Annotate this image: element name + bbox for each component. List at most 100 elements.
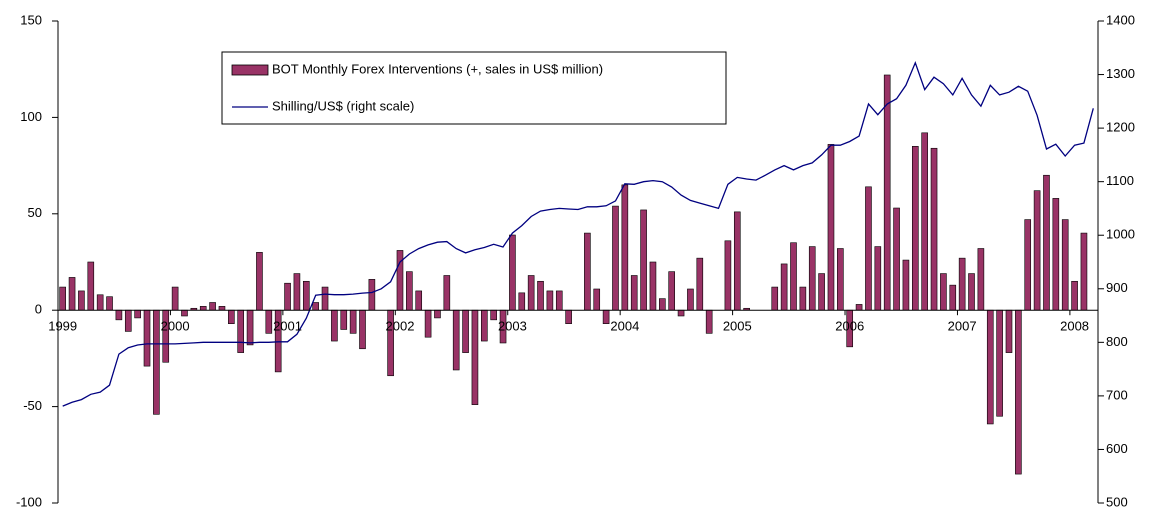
bar — [902, 259, 910, 311]
bar — [134, 309, 141, 319]
bar — [687, 288, 694, 311]
bar — [893, 207, 900, 311]
bar — [696, 257, 704, 311]
y2-tick-label: 900 — [1106, 280, 1128, 295]
bar — [677, 309, 685, 317]
bar — [780, 263, 788, 311]
x-tick-label: 2001 — [273, 319, 302, 334]
bar — [649, 261, 657, 311]
legend-swatch — [231, 64, 269, 76]
bar — [640, 209, 647, 311]
y2-tick-label: 1300 — [1106, 66, 1135, 81]
x-tick-label: 2007 — [948, 319, 977, 334]
y-tick-label: 50 — [28, 205, 42, 220]
bar — [199, 306, 207, 311]
bar — [68, 277, 76, 311]
bar — [1015, 309, 1022, 475]
bar — [771, 286, 779, 311]
bar — [302, 280, 310, 311]
bar — [96, 294, 104, 311]
bar — [115, 309, 123, 321]
bar — [977, 248, 985, 311]
bar — [471, 309, 479, 405]
bar — [621, 184, 629, 311]
bar — [321, 286, 329, 311]
bar — [218, 306, 226, 311]
bar — [968, 273, 975, 311]
bar — [659, 298, 666, 311]
line — [62, 60, 1094, 407]
bar — [602, 309, 610, 324]
bar — [1005, 309, 1013, 353]
bar — [443, 275, 451, 311]
bar — [1052, 198, 1060, 311]
y2-tick-label: 500 — [1106, 494, 1128, 508]
bar — [1043, 174, 1050, 311]
bar — [584, 232, 591, 311]
bar — [921, 132, 928, 311]
x-tick-label: 2000 — [161, 319, 190, 334]
bar — [424, 309, 432, 338]
bar — [949, 284, 957, 311]
bar — [855, 304, 863, 311]
bar — [1080, 232, 1088, 311]
y-tick-label: 150 — [20, 12, 42, 27]
bar — [555, 290, 563, 311]
bar — [171, 286, 179, 311]
bar — [359, 309, 366, 350]
bar — [612, 205, 619, 311]
bar — [958, 257, 966, 311]
bar — [1061, 219, 1069, 311]
bar — [1024, 219, 1032, 311]
bar — [78, 290, 85, 311]
bar — [312, 302, 319, 311]
bar — [256, 252, 263, 311]
x-tick-label: 2003 — [498, 319, 527, 334]
bar — [930, 147, 938, 311]
bar — [124, 309, 132, 332]
bar — [59, 286, 66, 311]
bar — [481, 309, 488, 342]
y2-tick-label: 1200 — [1106, 120, 1135, 135]
bar — [509, 234, 516, 311]
y2-tick-label: 800 — [1106, 334, 1128, 349]
y2-tick-label: 1100 — [1106, 173, 1134, 188]
bar — [87, 261, 95, 311]
bar — [911, 146, 919, 311]
legend-label: BOT Monthly Forex Interventions (+, sale… — [272, 61, 603, 76]
bar — [406, 271, 413, 311]
bar — [293, 273, 301, 311]
bar — [106, 296, 113, 311]
bar — [368, 279, 376, 311]
bar — [593, 288, 601, 311]
x-tick-label: 2005 — [723, 319, 752, 334]
bar — [790, 242, 797, 311]
bar — [527, 275, 535, 311]
bar — [462, 309, 469, 353]
x-tick-label: 2006 — [835, 319, 864, 334]
y2-tick-label: 1400 — [1106, 12, 1135, 27]
bar — [733, 211, 741, 311]
y-tick-label: -50 — [23, 398, 42, 413]
bar — [799, 286, 807, 311]
bar — [865, 186, 872, 311]
bar — [143, 309, 151, 367]
y-tick-label: 100 — [20, 109, 42, 124]
bar — [237, 309, 245, 353]
bar — [518, 292, 526, 311]
y-tick-label: -100 — [16, 494, 42, 508]
bar — [630, 275, 638, 311]
x-tick-label: 1999 — [48, 319, 77, 334]
bar — [996, 309, 1003, 417]
bar — [1071, 280, 1078, 311]
bar — [837, 248, 844, 311]
x-tick-label: 2002 — [386, 319, 415, 334]
bar — [986, 309, 994, 425]
y2-tick-label: 1000 — [1106, 227, 1135, 242]
bar — [1033, 190, 1041, 311]
bar — [340, 309, 348, 330]
bar — [565, 309, 572, 324]
bar — [827, 144, 835, 311]
bar — [415, 290, 423, 311]
bar — [724, 240, 732, 311]
